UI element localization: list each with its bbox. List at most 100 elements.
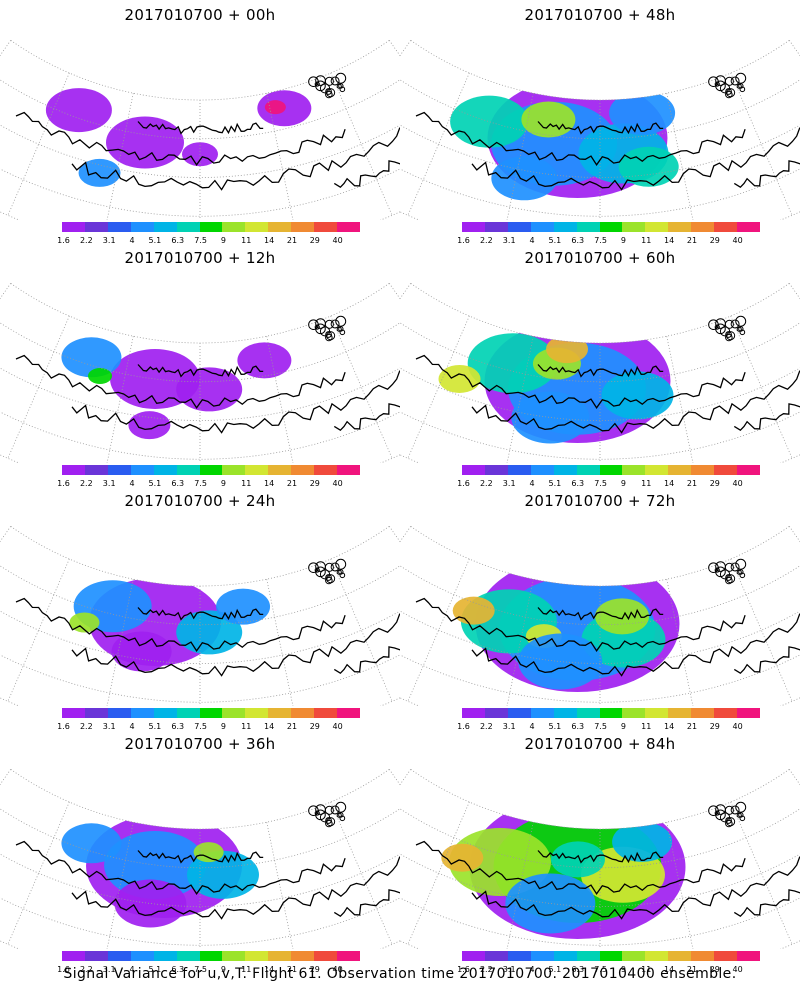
- graticule-meridian: [407, 801, 470, 945]
- graticule-meridian: [400, 283, 412, 300]
- colorbar-tick-label: 4: [129, 479, 135, 488]
- coastline-island: [726, 331, 736, 341]
- coastline-island: [736, 326, 742, 332]
- colorbar-tick-label: 11: [641, 479, 652, 488]
- colorbar-segment: [199, 222, 223, 232]
- colorbar-tick-label: 21: [686, 722, 698, 731]
- graticule-meridian: [7, 315, 70, 459]
- colorbar-segment: [484, 708, 508, 718]
- coastline: [15, 111, 346, 166]
- colorbar-segment: [268, 708, 292, 718]
- colorbar-segment: [337, 951, 360, 961]
- graticule-meridian: [666, 336, 694, 463]
- graticule-meridian: [7, 558, 70, 702]
- colorbar-tick-label: 1.6: [57, 236, 70, 245]
- panel-72h: 2017010700 + 72h 1.6 2.2 3.1 4 5.1 6.3 7.5 9 11 1…: [400, 486, 800, 731]
- colorbar-tick-label: 7.5: [194, 236, 207, 245]
- colorbar-tick-label: 4: [129, 722, 135, 731]
- coastline-island: [335, 72, 347, 84]
- colorbar-segment: [337, 465, 360, 475]
- coastline: [71, 613, 400, 677]
- coastline: [471, 613, 800, 677]
- coastline: [15, 840, 346, 895]
- graticule-meridian: [666, 93, 694, 220]
- coastline: [537, 121, 664, 135]
- colorbar-tick-label: 5.1: [148, 236, 162, 245]
- colorbar-segment: [691, 465, 715, 475]
- colorbar-segment: [314, 465, 338, 475]
- variance-region: [511, 391, 590, 444]
- graticule-parallel: [0, 897, 400, 946]
- graticule-meridian: [106, 822, 134, 949]
- variance-field: [69, 578, 271, 672]
- colorbar-segment: [199, 708, 223, 718]
- colorbar: [462, 222, 760, 232]
- colorbar-segment: [176, 951, 200, 961]
- colorbar-labels: 1.6 2.2 3.1 4 5.1 6.3 7.5 9 11 14 21 29 40: [457, 965, 760, 975]
- variance-region: [176, 610, 243, 655]
- colorbar-tick-label: 6.3: [171, 479, 185, 488]
- colorbar-tick-label: 1.6: [57, 722, 70, 731]
- colorbar-segment: [245, 222, 269, 232]
- graticule-meridian: [266, 93, 294, 220]
- graticule-meridian: [400, 40, 412, 57]
- colorbar-tick-label: 40: [732, 965, 743, 974]
- colorbar-segment: [176, 708, 200, 718]
- colorbar-segment: [153, 465, 177, 475]
- graticule-meridian: [407, 315, 470, 459]
- colorbar-tick-label: 5.1: [148, 479, 162, 488]
- panel-84h: 2017010700 + 84h 1.6 2.2 3.1 4 5.1 6.3 7.5 9 11 1…: [400, 729, 800, 974]
- colorbar-tick-label: 7.5: [194, 479, 207, 488]
- colorbar-segment: [62, 951, 85, 961]
- coastline-island: [314, 81, 320, 87]
- coastline-island: [324, 562, 334, 572]
- graticule-parallel: [410, 768, 790, 830]
- coastline-island: [708, 76, 719, 87]
- colorbar-segment: [268, 222, 292, 232]
- colorbar-segment: [314, 222, 338, 232]
- coastline: [15, 354, 346, 409]
- colorbar-segment: [199, 465, 223, 475]
- graticule-parallel: [0, 565, 400, 626]
- colorbar-tick-label: 9: [620, 236, 626, 245]
- graticule-meridian: [730, 801, 793, 945]
- coastline: [71, 856, 400, 920]
- graticule-meridian: [788, 283, 800, 300]
- graticule-parallel: [0, 168, 400, 217]
- graticule-meridian: [788, 526, 800, 543]
- coastline-island: [336, 569, 342, 575]
- colorbar-tick-label: 1.6: [457, 965, 470, 974]
- graticule-meridian: [400, 769, 412, 786]
- coastline: [415, 354, 746, 409]
- graticule-meridian: [0, 526, 12, 543]
- graticule-meridian: [106, 579, 134, 706]
- coastline-island: [324, 76, 334, 86]
- panel-title: 2017010700 + 00h: [124, 6, 276, 24]
- graticule-meridian: [0, 40, 12, 57]
- graticule-meridian: [388, 40, 400, 57]
- colorbar-tick-label: 40: [332, 479, 343, 488]
- colorbar-segment: [622, 465, 646, 475]
- coastline-island: [330, 319, 340, 329]
- colorbar-tick-label: 14: [264, 479, 275, 488]
- coastline-island: [714, 81, 720, 87]
- colorbar-segment: [737, 708, 760, 718]
- colorbar-segment: [245, 951, 269, 961]
- colorbar-tick-label: 14: [664, 479, 675, 488]
- map-plot: [400, 282, 800, 463]
- colorbar-tick-label: 14: [264, 236, 275, 245]
- colorbar-tick-label: 14: [664, 722, 675, 731]
- colorbar-segment: [691, 708, 715, 718]
- coastline: [733, 403, 800, 432]
- panel-title: 2017010700 + 24h: [124, 492, 276, 510]
- coastline-island: [714, 567, 720, 573]
- colorbar-tick-label: 6.3: [571, 236, 585, 245]
- colorbar-segment: [62, 222, 85, 232]
- colorbar-segment: [176, 222, 200, 232]
- colorbar-segment: [507, 222, 531, 232]
- coastline: [333, 403, 400, 432]
- colorbar-segment: [291, 465, 315, 475]
- colorbar-tick-label: 11: [241, 236, 252, 245]
- coastline-island: [339, 572, 346, 579]
- graticule-meridian: [388, 769, 400, 786]
